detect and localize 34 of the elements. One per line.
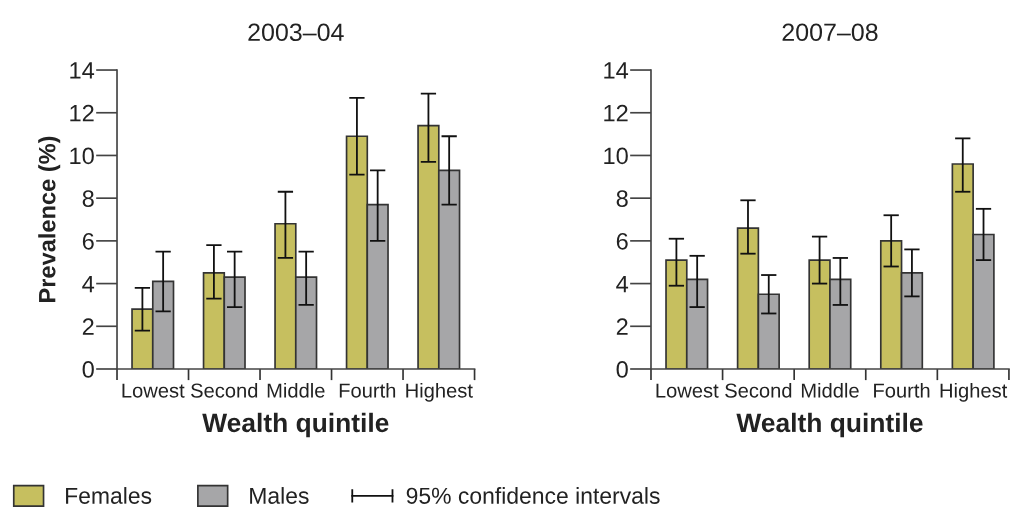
y-tick-label: 10 [70, 147, 94, 165]
y-tick-label: 6 [616, 232, 628, 250]
y-tick-label: 8 [616, 190, 628, 207]
chart-title: 2003–04 [248, 23, 344, 42]
x-tick-label: Second [191, 382, 258, 398]
y-tick-label: 2 [616, 318, 628, 335]
x-tick-label: Lowest [656, 383, 719, 398]
y-tick-label: 12 [604, 104, 628, 122]
x-tick-label: Highest [406, 382, 473, 402]
y-axis-title: Prevalence (%) [38, 136, 61, 302]
y-tick-label: 12 [70, 104, 94, 122]
x-tick-label: Fourth [874, 382, 930, 398]
y-tick-label: 14 [604, 62, 629, 79]
y-tick-label: 4 [616, 275, 629, 293]
text: 95% confidence intervals [406, 487, 660, 504]
x-axis-title: Wealth quintile [202, 412, 389, 438]
y-tick-label: 0 [616, 361, 628, 378]
x-axis-title: Wealth quintile [736, 412, 923, 438]
legend-label: Females [66, 487, 152, 504]
x-tick-label: Lowest [122, 383, 185, 398]
y-tick-label: 10 [604, 147, 628, 165]
y-tick-label: 6 [82, 232, 94, 250]
y-tick-label: 14 [70, 62, 95, 79]
x-tick-label: Middle [801, 382, 859, 398]
y-tick-label: 8 [82, 190, 94, 207]
y-tick-label: 0 [82, 361, 94, 378]
y-tick-label: 2 [82, 318, 94, 335]
x-tick-label: Highest [940, 382, 1008, 402]
y-tick-label: 4 [82, 275, 95, 293]
x-tick-label: Fourth [339, 382, 396, 398]
x-tick-label: Second [725, 382, 792, 398]
x-tick-label: Middle [267, 382, 325, 398]
legend-label: Males [250, 487, 309, 504]
chart-title: 2007–08 [782, 23, 878, 42]
